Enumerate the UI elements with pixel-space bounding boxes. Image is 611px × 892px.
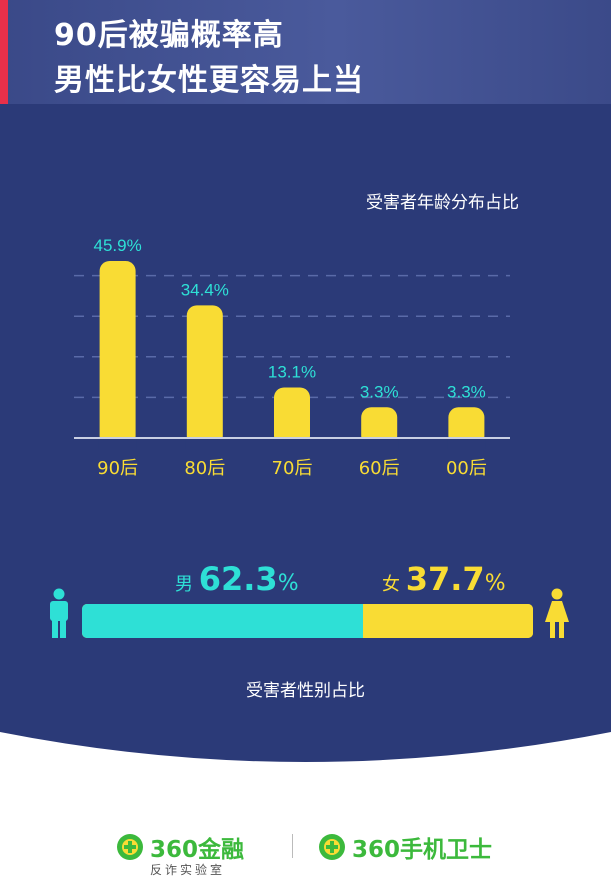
bar-base-mask bbox=[185, 439, 224, 449]
footer: 360金融 反诈实验室 360手机卫士 bbox=[0, 732, 611, 892]
brand-left-subtitle: 反诈实验室 bbox=[150, 863, 226, 877]
data-label: 34.4% bbox=[181, 280, 229, 299]
plus-circle-logo-icon bbox=[319, 834, 345, 860]
bar-60后 bbox=[361, 407, 398, 446]
brand-divider bbox=[292, 834, 293, 858]
female-value: 37.7 bbox=[405, 560, 485, 598]
female-bar-segment bbox=[362, 604, 533, 638]
male-pct-sign: % bbox=[277, 571, 299, 596]
age-chart-title: 受害者年龄分布占比 bbox=[366, 193, 519, 213]
male-bar-segment bbox=[82, 604, 363, 638]
bar-80后 bbox=[186, 305, 223, 446]
bar-base-mask bbox=[360, 439, 399, 449]
bar-70后 bbox=[274, 387, 310, 446]
brand-right-name: 360手机卫士 bbox=[352, 837, 493, 863]
bar-base-mask bbox=[273, 439, 311, 449]
gender-chart-title: 受害者性别占比 bbox=[246, 681, 365, 701]
female-pct-sign: % bbox=[484, 571, 506, 596]
brand-360-finance: 360金融 bbox=[116, 830, 244, 864]
brand-left-name: 360金融 bbox=[150, 837, 245, 863]
x-tick-label: 60后 bbox=[359, 458, 400, 479]
female-text: 女 bbox=[382, 574, 400, 595]
bar-00后 bbox=[448, 407, 485, 446]
male-person-icon bbox=[50, 588, 68, 638]
male-value: 62.3 bbox=[198, 560, 278, 598]
x-tick-label: 80后 bbox=[184, 458, 225, 479]
page-title-line1: 90后被骗概率高 bbox=[54, 18, 284, 53]
x-tick-label: 90后 bbox=[97, 458, 138, 479]
page-title-line2: 男性比女性更容易上当 bbox=[54, 63, 364, 98]
female-ratio-label: 女 37.7% bbox=[382, 560, 506, 598]
header-banner: 90后被骗概率高 男性比女性更容易上当 bbox=[0, 0, 611, 104]
gender-split-bar bbox=[82, 604, 533, 638]
bar-base-mask bbox=[447, 439, 486, 449]
brand-360-security: 360手机卫士 bbox=[318, 830, 492, 864]
data-label: 3.3% bbox=[360, 382, 399, 401]
data-label: 13.1% bbox=[268, 362, 316, 381]
male-ratio-label: 男 62.3% bbox=[175, 560, 299, 598]
header-accent-bar bbox=[0, 0, 8, 104]
plus-circle-logo-icon bbox=[117, 834, 143, 860]
female-person-icon bbox=[545, 588, 569, 638]
footer-curve bbox=[0, 732, 611, 792]
male-text: 男 bbox=[175, 574, 193, 595]
bar-base-mask bbox=[98, 439, 137, 449]
data-label: 3.3% bbox=[447, 382, 486, 401]
data-label: 45.9% bbox=[93, 236, 141, 255]
x-tick-label: 70后 bbox=[272, 458, 313, 479]
bar-90后 bbox=[99, 260, 136, 446]
x-tick-label: 00后 bbox=[446, 458, 487, 479]
age-bar-chart: 45.9% 90后 34.4% 80后 13.1% 70后 3.3% 60后 3.3% 00后 bbox=[74, 236, 510, 479]
